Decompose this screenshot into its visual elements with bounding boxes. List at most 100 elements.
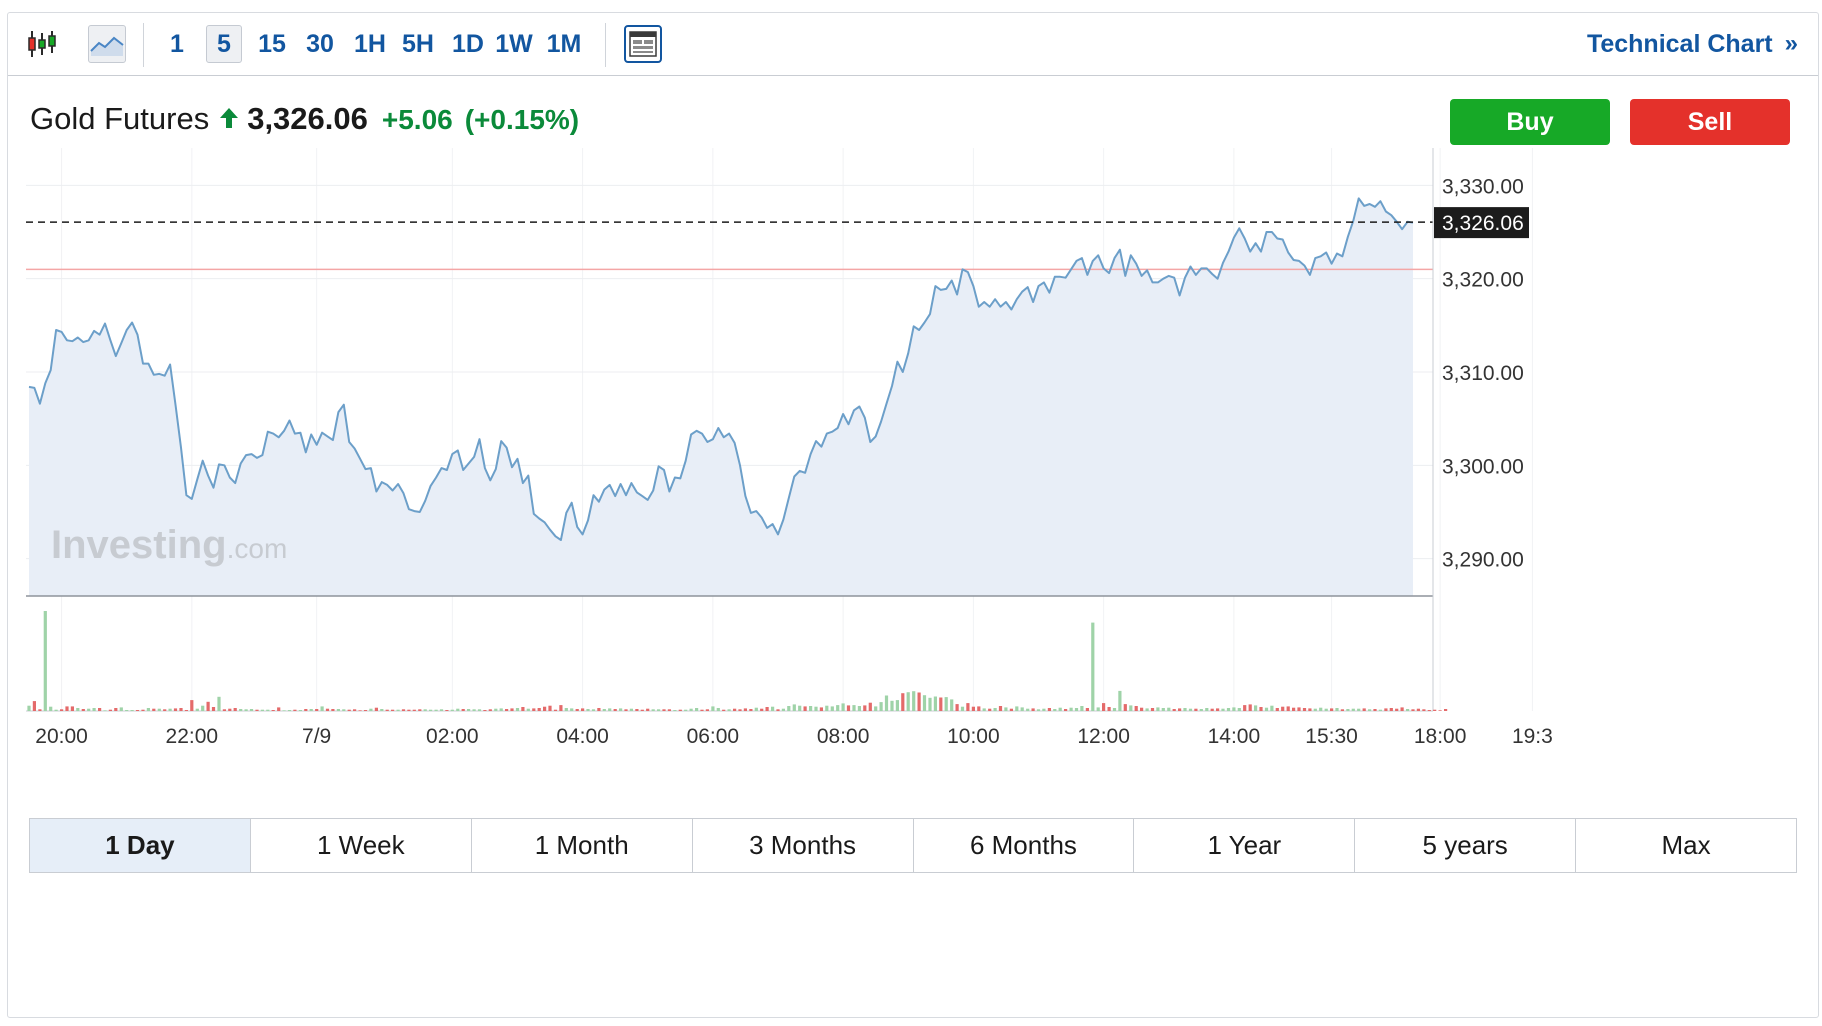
volume-bar [1150, 708, 1155, 711]
volume-bar [1199, 709, 1203, 711]
x-tick-label: 10:00 [947, 725, 1000, 748]
watermark-main: Investing [51, 523, 227, 567]
volume-bar [439, 709, 444, 711]
volume-bar [255, 709, 259, 711]
technical-chart-label: Technical Chart [1586, 29, 1773, 58]
volume-bar [955, 704, 959, 711]
volume-bar [1319, 707, 1323, 711]
volume-bar [1313, 708, 1317, 711]
volume-bar [906, 692, 910, 711]
interval-1w[interactable]: 1W [495, 29, 533, 58]
candlestick-chart-icon[interactable] [24, 25, 60, 63]
volume-bar [423, 709, 427, 711]
volume-bar [743, 708, 747, 711]
volume-bar [54, 709, 58, 711]
volume-bar [933, 696, 937, 711]
volume-bar [1400, 707, 1404, 711]
volume-bar [1373, 709, 1377, 711]
volume-bar [309, 709, 313, 711]
volume-bar [38, 709, 42, 711]
volume-bar [1275, 708, 1279, 711]
volume-bar [798, 705, 802, 711]
area-chart-icon[interactable] [88, 25, 126, 63]
volume-bar [445, 710, 449, 711]
volume-bar [993, 708, 997, 711]
volume-bar [298, 710, 302, 711]
volume-bar [244, 709, 248, 711]
chart-layout-icon[interactable] [624, 25, 662, 63]
y-tick-label: 3,300.00 [1442, 455, 1524, 478]
volume-bar [266, 709, 270, 711]
interval-1d[interactable]: 1D [452, 29, 484, 58]
volume-bar [391, 709, 395, 711]
volume-bar [434, 709, 438, 711]
volume-bar [836, 705, 840, 711]
volume-bar [152, 708, 156, 711]
range-label: 3 Months [749, 830, 857, 860]
volume-bar [401, 709, 406, 711]
volume-bar [570, 708, 574, 711]
volume-bar [537, 708, 541, 711]
range-1-day[interactable]: 1 Day [30, 819, 251, 872]
range-1-week[interactable]: 1 Week [251, 819, 472, 872]
volume-bar [1210, 708, 1214, 711]
volume-bar [1254, 705, 1258, 711]
volume-bar [982, 708, 986, 711]
interval-5h[interactable]: 5H [402, 29, 434, 58]
volume-bar [1009, 708, 1013, 711]
volume-bar [1080, 706, 1084, 711]
volume-bar [260, 709, 264, 711]
range-label: 1 Month [534, 830, 629, 860]
price-line [28, 197, 1414, 541]
interval-5[interactable]: 5 [206, 25, 242, 63]
volume-bar [342, 709, 346, 711]
range-label: 1 Year [1207, 830, 1282, 860]
volume-bar [738, 709, 742, 711]
interval-30[interactable]: 30 [306, 29, 334, 58]
volume-bar [467, 709, 471, 711]
volume-bar [239, 709, 243, 711]
volume-bar [673, 710, 677, 711]
range-max[interactable]: Max [1576, 819, 1796, 872]
volume-bar [564, 708, 568, 711]
volume-bar [27, 705, 31, 711]
interval-1m[interactable]: 1M [546, 29, 582, 58]
volume-bar [418, 709, 422, 711]
volume-bar [293, 709, 297, 711]
range-1-month[interactable]: 1 Month [472, 819, 693, 872]
range-1-year[interactable]: 1 Year [1134, 819, 1356, 872]
volume-bar [700, 709, 704, 711]
volume-bar [1064, 709, 1068, 711]
volume-bar [857, 706, 861, 711]
volume-bar [749, 709, 753, 711]
x-tick-label: 20:00 [35, 725, 88, 748]
range-6-months[interactable]: 6 Months [914, 819, 1135, 872]
sell-button[interactable]: Sell [1630, 99, 1790, 145]
volume-bar [1248, 704, 1252, 711]
interval-1h[interactable]: 1H [354, 29, 386, 58]
volume-bar [201, 705, 205, 711]
volume-bar [1264, 707, 1269, 711]
volume-bar [179, 708, 183, 711]
volume-bar [249, 709, 254, 711]
range-3-months[interactable]: 3 Months [693, 819, 914, 872]
instrument-name: Gold Futures [30, 101, 210, 136]
interval-15[interactable]: 15 [258, 29, 286, 58]
volume-bar [944, 697, 948, 711]
volume-bar [125, 710, 129, 711]
volume-bar [977, 706, 981, 711]
volume-bar [771, 706, 775, 711]
volume-bar [43, 611, 47, 711]
interval-1[interactable]: 1 [170, 29, 184, 58]
price-chart[interactable]: 3,290.00 3,300.00 3,310.00 3,320.00 3,330.00… [8, 13, 1818, 803]
volume-bar [1026, 708, 1030, 711]
technical-chart-link[interactable]: Technical Chart » [1587, 25, 1798, 63]
volume-bar [591, 709, 596, 711]
volume-bar [960, 706, 965, 711]
buy-button[interactable]: Buy [1450, 99, 1610, 145]
range-5-years[interactable]: 5 years [1355, 819, 1577, 872]
volume-bar [1036, 709, 1041, 711]
volume-bar [1270, 705, 1274, 711]
volume-bar [510, 708, 514, 711]
volume-bar [781, 708, 785, 711]
